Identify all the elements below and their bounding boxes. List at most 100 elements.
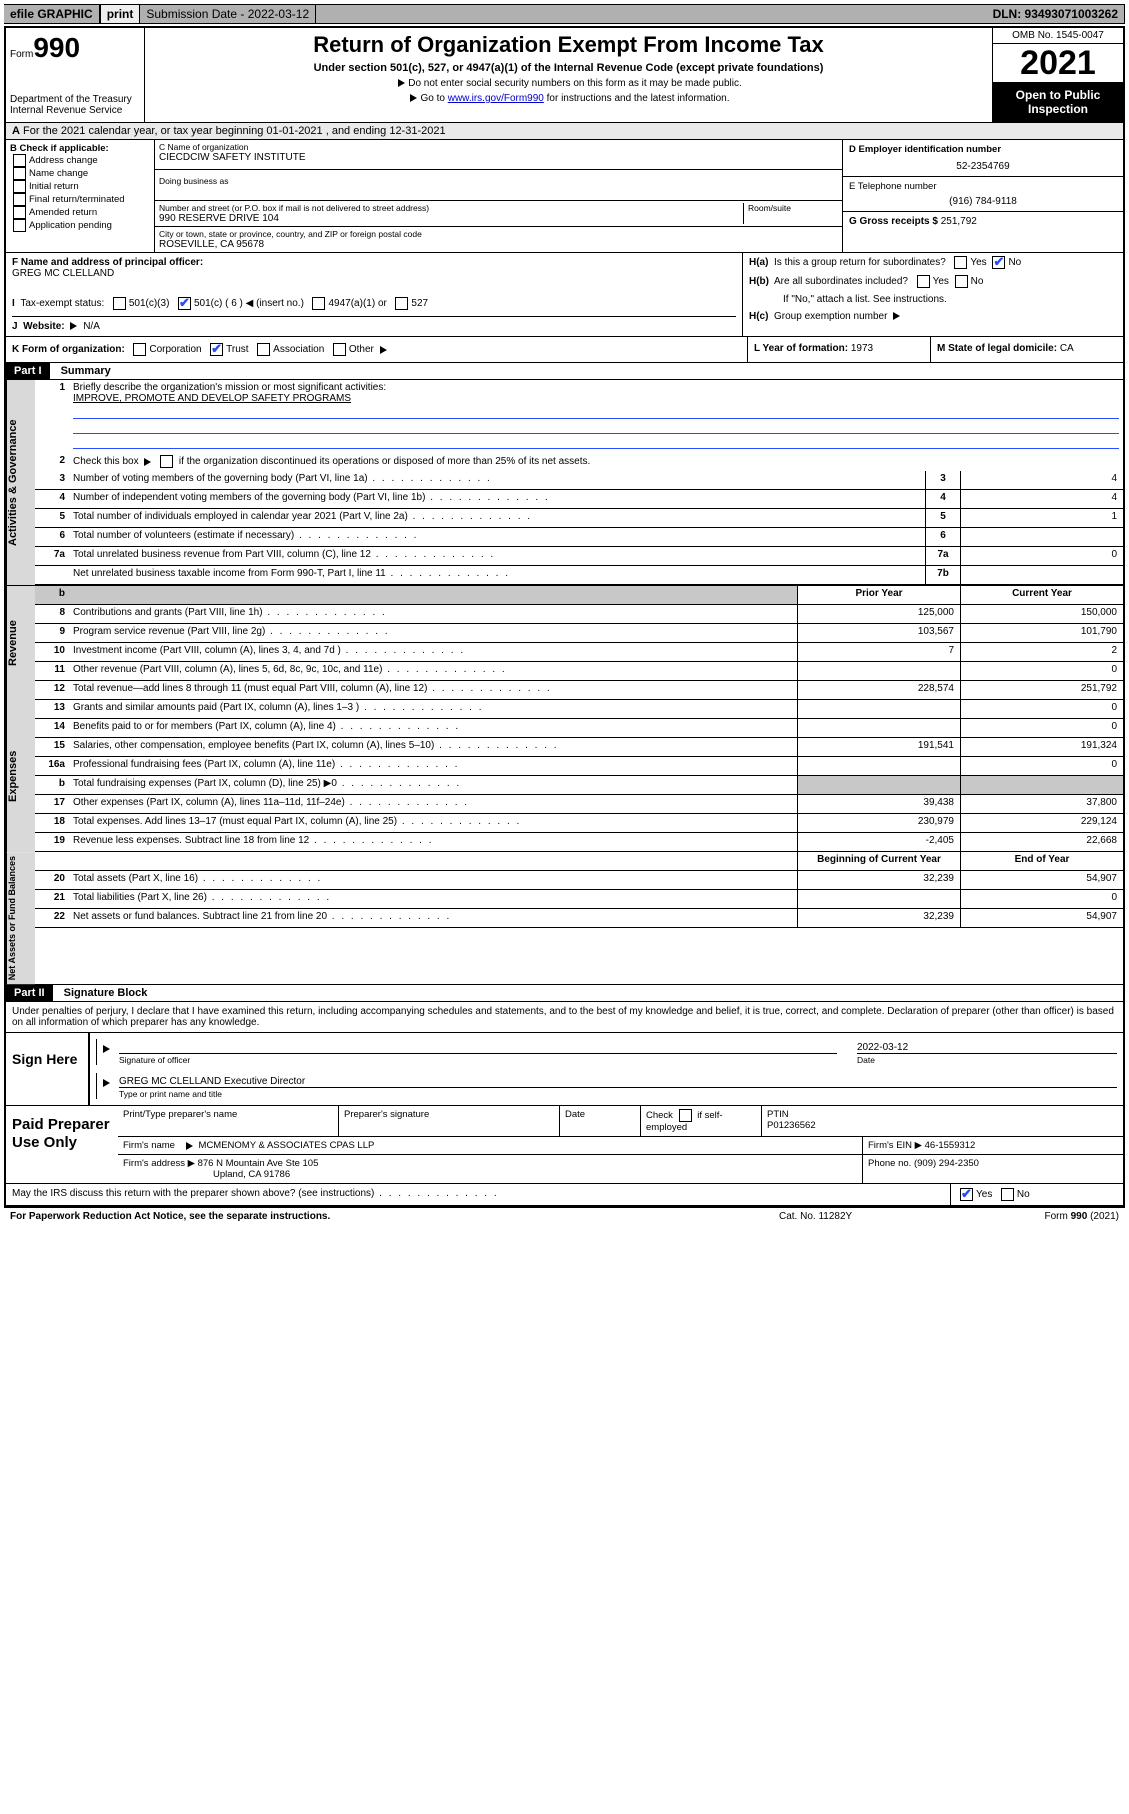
gov-sidelabel: Activities & Governance (6, 380, 35, 585)
prep-sig-hdr: Preparer's signature (339, 1106, 560, 1136)
discuss-no: No (1017, 1189, 1030, 1200)
signer-name: GREG MC CLELLAND Executive Director (119, 1076, 305, 1087)
prior-value (797, 757, 960, 775)
line-text: Total liabilities (Part X, line 26) (69, 890, 797, 908)
checkbox-name-change[interactable] (13, 167, 26, 180)
j-label: Website: (23, 321, 65, 332)
checkbox-ha-no[interactable] (992, 256, 1005, 269)
line-box: 7b (925, 566, 960, 584)
line-text: Total expenses. Add lines 13–17 (must eq… (69, 814, 797, 832)
col-b: B Check if applicable: Address change Na… (6, 140, 155, 252)
header-right: OMB No. 1545-0047 2021 Open to Public In… (992, 28, 1123, 122)
line-num: 22 (35, 909, 69, 927)
date-caption: Date (857, 1054, 1117, 1065)
dba-label: Doing business as (159, 176, 838, 186)
form-number: 990 (33, 32, 80, 63)
opt-assoc: Association (273, 344, 324, 355)
form-label: Form (10, 49, 33, 60)
firm-name-label: Firm's name (123, 1140, 175, 1151)
firm-addr-label: Firm's address ▶ (123, 1158, 195, 1169)
line-text: Investment income (Part VIII, column (A)… (69, 643, 797, 661)
checkbox-501c[interactable] (178, 297, 191, 310)
topbar-spacer (316, 4, 986, 24)
netassets-section: Net Assets or Fund Balances Beginning of… (6, 852, 1123, 984)
checkbox-trust[interactable] (210, 343, 223, 356)
line-value (960, 528, 1123, 546)
part2-header: Part II Signature Block (6, 984, 1123, 1002)
checkbox-app-pending[interactable] (13, 219, 26, 232)
checkbox-l2[interactable] (160, 455, 173, 468)
arrow-icon (70, 322, 77, 330)
prior-value: 39,438 (797, 795, 960, 813)
paid-label: Paid Preparer Use Only (6, 1106, 118, 1183)
hb-label: Are all subordinates included? (774, 276, 908, 287)
checkbox-other[interactable] (333, 343, 346, 356)
current-value: 0 (960, 662, 1123, 680)
website: N/A (83, 321, 100, 332)
opt-501c: 501(c) ( 6 ) (194, 298, 243, 309)
checkbox-hb-no[interactable] (955, 275, 968, 288)
officer-name: GREG MC CLELLAND (12, 268, 736, 279)
ha-no: No (1008, 257, 1021, 268)
opt-other: Other (349, 344, 374, 355)
irs-link[interactable]: www.irs.gov/Form990 (448, 93, 544, 104)
ha-yes: Yes (970, 257, 986, 268)
room-label: Room/suite (748, 203, 838, 213)
prior-value (797, 719, 960, 737)
line-num: 7a (35, 547, 69, 565)
part1-name: Summary (53, 365, 111, 377)
omb-number: OMB No. 1545-0047 (993, 28, 1123, 44)
current-value (960, 776, 1123, 794)
line-text: Number of voting members of the governin… (69, 471, 925, 489)
line-a: For the 2021 calendar year, or tax year … (23, 125, 446, 137)
line-num: 10 (35, 643, 69, 661)
opt-final-return: Final return/terminated (29, 194, 125, 205)
checkbox-4947[interactable] (312, 297, 325, 310)
note-ssn: Do not enter social security numbers on … (408, 78, 741, 89)
checkbox-final-return[interactable] (13, 193, 26, 206)
opt-501c3: 501(c)(3) (129, 298, 170, 309)
line-text: Grants and similar amounts paid (Part IX… (69, 700, 797, 718)
line-text: Number of independent voting members of … (69, 490, 925, 508)
checkbox-amended[interactable] (13, 206, 26, 219)
efile-label: efile GRAPHIC (4, 4, 100, 24)
line-num: 20 (35, 871, 69, 889)
checkbox-discuss-yes[interactable] (960, 1188, 973, 1201)
opt-527: 527 (411, 298, 428, 309)
checkbox-address-change[interactable] (13, 154, 26, 167)
f-left: F Name and address of principal officer:… (6, 253, 742, 336)
hb-note: If "No," attach a list. See instructions… (743, 291, 1123, 308)
arrow-icon (186, 1142, 193, 1150)
underline (73, 421, 1119, 434)
sign-arrow-icon (96, 1073, 119, 1099)
checkbox-discuss-no[interactable] (1001, 1188, 1014, 1201)
print-button[interactable]: print (100, 4, 141, 24)
opt-trust: Trust (226, 344, 248, 355)
hb-yes: Yes (933, 276, 949, 287)
current-value: 101,790 (960, 624, 1123, 642)
header-middle: Return of Organization Exempt From Incom… (145, 28, 992, 122)
org-name: CIECDCIW SAFETY INSTITUTE (159, 152, 838, 163)
checkbox-501c3[interactable] (113, 297, 126, 310)
form-header: Form990 Department of the Treasury Inter… (6, 28, 1123, 123)
l1-value: IMPROVE, PROMOTE AND DEVELOP SAFETY PROG… (73, 393, 351, 404)
checkbox-ha-yes[interactable] (954, 256, 967, 269)
m-label: M State of legal domicile: (937, 343, 1057, 354)
line-num: 16a (35, 757, 69, 775)
prior-value: 228,574 (797, 681, 960, 699)
opt-address-change: Address change (29, 155, 98, 166)
checkbox-hb-yes[interactable] (917, 275, 930, 288)
signature-caption: Signature of officer (119, 1054, 837, 1065)
line-num: 21 (35, 890, 69, 908)
firm-addr2: Upland, CA 91786 (123, 1169, 290, 1180)
sign-block: Sign Here Signature of officer 2022-03-1… (6, 1033, 1123, 1106)
checkbox-self-employed[interactable] (679, 1109, 692, 1122)
checkbox-527[interactable] (395, 297, 408, 310)
signature-line[interactable] (119, 1039, 837, 1054)
opt-501c-note: (insert no.) (256, 298, 304, 309)
checkbox-corp[interactable] (133, 343, 146, 356)
line-text: Benefits paid to or for members (Part IX… (69, 719, 797, 737)
checkbox-assoc[interactable] (257, 343, 270, 356)
checkbox-initial-return[interactable] (13, 180, 26, 193)
telephone: (916) 784-9118 (849, 196, 1117, 207)
